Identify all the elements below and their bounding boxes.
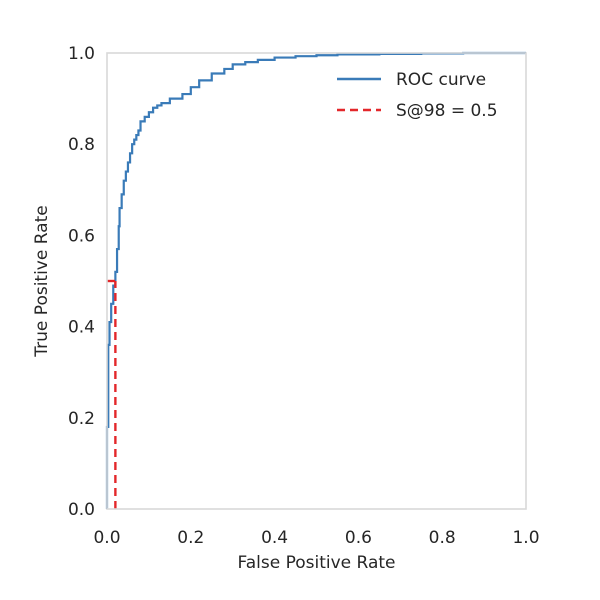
y-tick-label: 0.4 (68, 318, 95, 338)
y-axis-label: True Positive Rate (32, 205, 52, 357)
y-tick-label: 0.6 (68, 226, 95, 246)
x-tick-label: 0.0 (93, 528, 120, 548)
legend: ROC curve S@98 = 0.5 (337, 70, 498, 121)
legend-label-s98: S@98 = 0.5 (396, 101, 498, 121)
x-tick-label: 0.6 (345, 528, 372, 548)
axes-frame (106, 52, 527, 510)
x-tick-label: 0.8 (429, 528, 456, 548)
roc-curve-line (105, 51, 526, 509)
y-tick-label: 1.0 (68, 44, 95, 64)
y-tick-label: 0.2 (68, 409, 95, 429)
tick-labels: 0.0 0.2 0.4 0.6 0.8 1.0 0.0 0.2 0.4 0.6 0.8 1.0 (68, 44, 540, 548)
y-tick-label: 0.8 (68, 135, 95, 155)
x-tick-label: 0.4 (261, 528, 288, 548)
x-tick-label: 1.0 (512, 528, 539, 548)
y-tick-label: 0.0 (68, 500, 95, 520)
x-tick-label: 0.2 (177, 528, 204, 548)
x-axis-label: False Positive Rate (238, 553, 396, 573)
plot-area (105, 51, 526, 509)
legend-label-roc-curve: ROC curve (396, 70, 486, 90)
